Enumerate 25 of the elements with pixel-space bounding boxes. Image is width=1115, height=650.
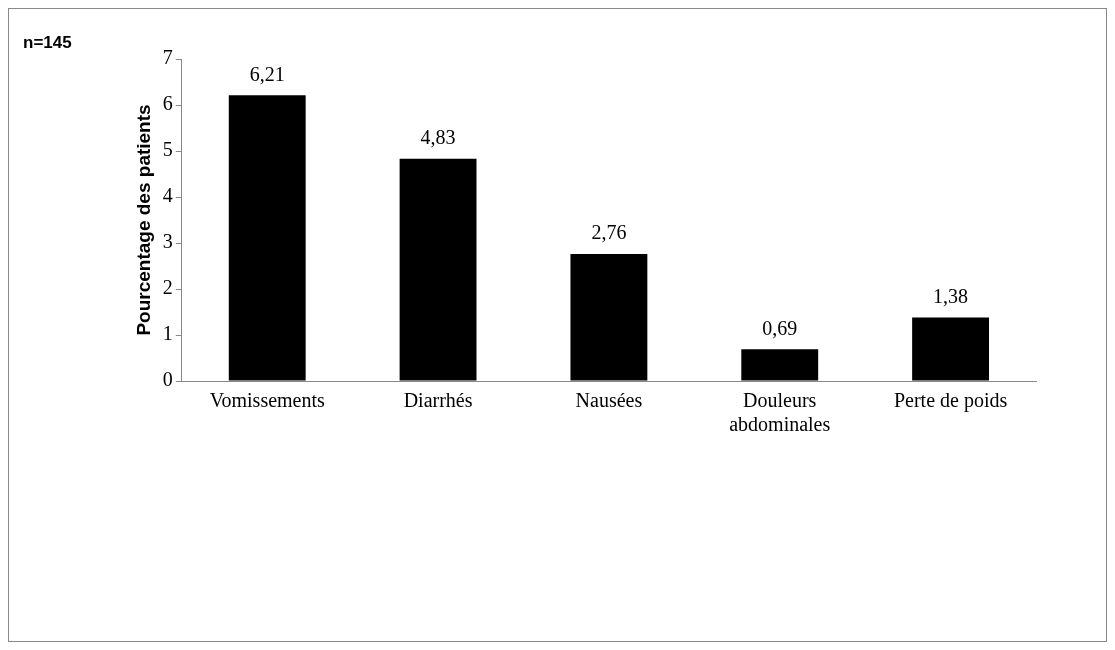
y-tick-label: 2 (162, 276, 173, 299)
data-label: 6,21 (249, 62, 285, 85)
x-tick-label: Vomissements (209, 389, 326, 412)
bar (741, 349, 819, 381)
data-label: 2,76 (591, 221, 627, 244)
y-tick-label: 5 (162, 138, 173, 161)
x-tick-label: Perte de poids (893, 389, 1008, 413)
data-label: 0,69 (762, 316, 798, 339)
x-tick-label: Diarrhés (403, 389, 473, 412)
x-tick-label: Nausées (575, 389, 643, 412)
bar (399, 158, 477, 381)
y-tick-label: 6 (162, 92, 173, 115)
x-tick-label: Douleurs abdominales (729, 389, 831, 436)
data-label: 1,38 (933, 284, 969, 307)
y-axis-title: Pourcentage des patients (132, 104, 154, 336)
bar (570, 254, 648, 381)
y-tick-label: 4 (162, 184, 173, 207)
bar (228, 95, 306, 381)
text: n=145 (23, 33, 72, 53)
y-tick-label: 1 (162, 322, 173, 345)
y-tick-label: 7 (162, 46, 173, 69)
data-label: 4,83 (420, 126, 456, 149)
y-tick-label: 3 (162, 230, 173, 253)
y-tick-label: 0 (162, 368, 173, 391)
bar (912, 317, 990, 381)
